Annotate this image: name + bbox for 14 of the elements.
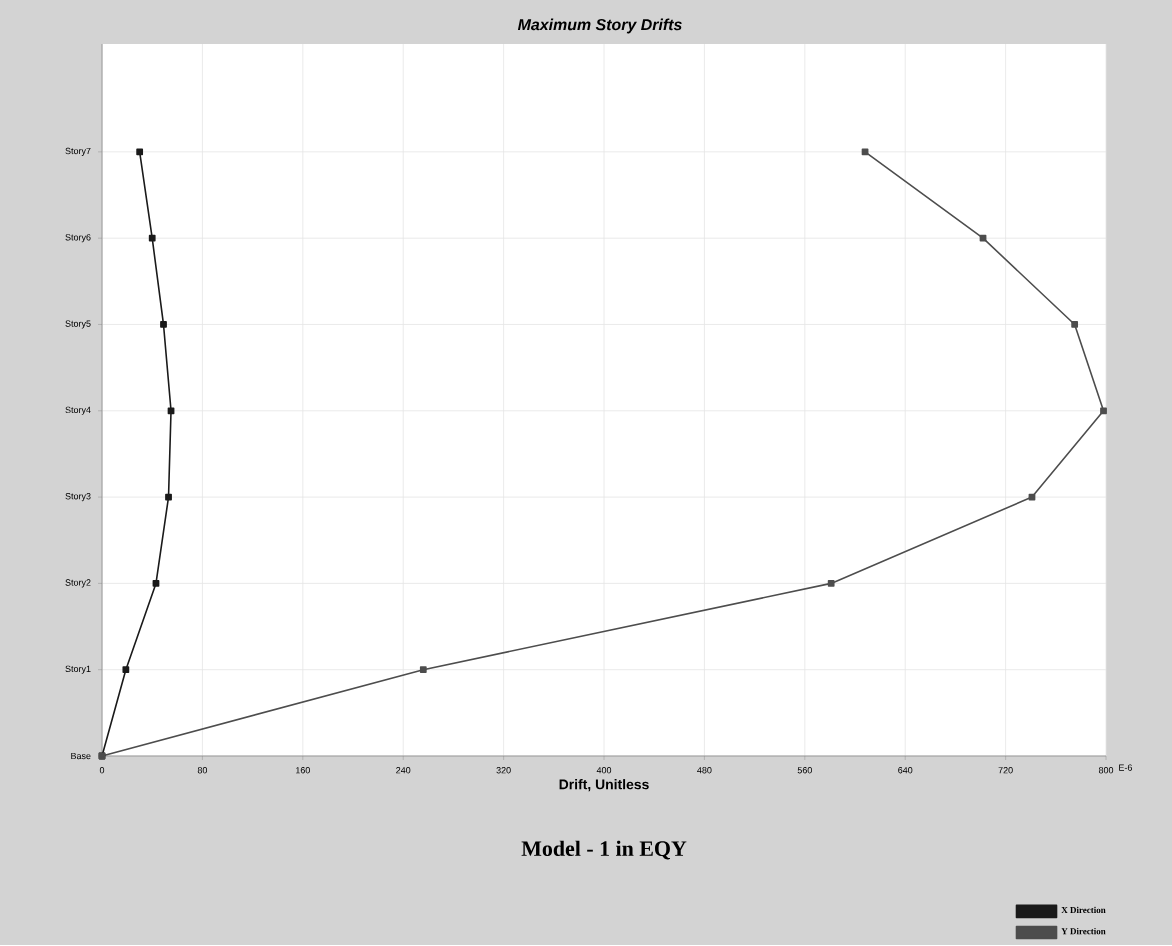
point [979,235,987,242]
point [1100,407,1107,415]
point [165,494,172,501]
point [419,666,427,674]
point [148,235,156,242]
text: Model - 1 in EQY [521,841,687,860]
point [122,666,130,674]
point [152,580,160,588]
point [160,321,167,329]
point [861,148,869,156]
point [167,407,175,415]
point [1071,321,1079,329]
point [827,580,835,588]
point [136,148,144,156]
